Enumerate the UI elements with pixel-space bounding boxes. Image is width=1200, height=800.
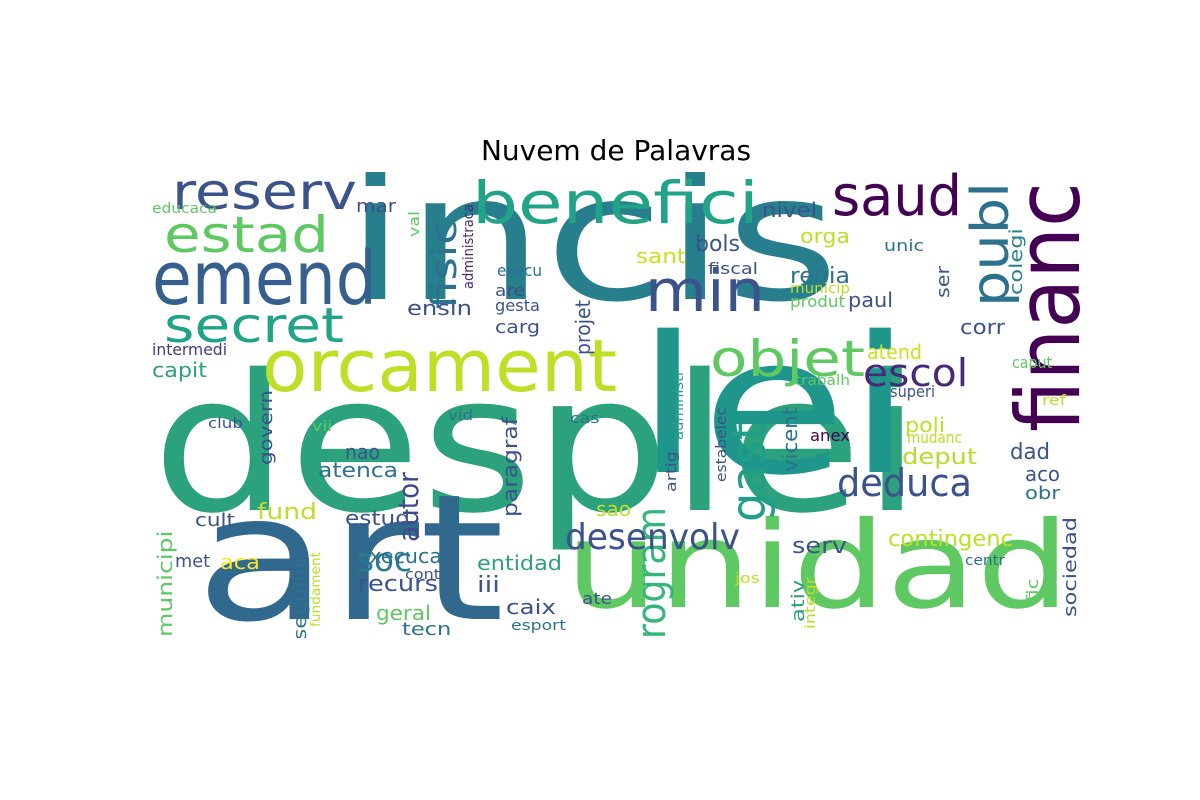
- word-recurs: recurs: [358, 572, 438, 597]
- word-estabelec: estabelec: [714, 407, 730, 482]
- word-saud: saud: [832, 172, 962, 229]
- word-club: club: [208, 416, 243, 432]
- word-desplei: desplei: [152, 334, 922, 555]
- word-colegi: colegi: [1006, 228, 1027, 295]
- word-caix: caix: [506, 595, 557, 619]
- word-deput: deput: [902, 445, 977, 470]
- word-obr: obr: [1025, 483, 1061, 504]
- word-ref: ref: [1042, 393, 1066, 409]
- word-carg: carg: [495, 317, 540, 338]
- word-regia: regia: [790, 264, 850, 289]
- word-sant: sant: [636, 244, 686, 268]
- word-capit: capit: [152, 358, 207, 382]
- word-municip: municip: [790, 281, 850, 297]
- word-execuca: execuca: [357, 544, 442, 568]
- word-administraca: administraca: [461, 204, 477, 289]
- word-dad: dad: [1010, 440, 1051, 465]
- word-fic: fic: [1023, 578, 1042, 602]
- chart-title: Nuvem de Palavras: [480, 134, 752, 167]
- word-mar: mar: [356, 196, 396, 217]
- word-administr: administr: [671, 369, 687, 440]
- word-ate: ate: [582, 589, 612, 608]
- word-desenvolv: desenvolv: [565, 517, 740, 558]
- word-ensin: ensin: [407, 296, 473, 320]
- word-atend: atend: [867, 340, 923, 364]
- word-lei: lei: [635, 296, 914, 517]
- word-bols: bols: [695, 232, 740, 257]
- word-benefici: benefici: [472, 172, 759, 237]
- word-vii: vii: [312, 419, 333, 435]
- word-paul: paul: [848, 288, 894, 312]
- word-art: art: [195, 458, 505, 638]
- word-trabalh: trabalh: [795, 373, 851, 389]
- word-deduca: deduca: [837, 461, 972, 505]
- word-produt: produt: [790, 292, 846, 311]
- word-orga: orga: [800, 224, 851, 248]
- word-centr: centr: [965, 553, 1006, 569]
- word-are: are: [495, 281, 525, 300]
- word-municipi: municipi: [153, 530, 177, 637]
- word-cult: cult: [195, 510, 236, 531]
- word-projet: projet: [571, 300, 595, 355]
- word-aco: aco: [1025, 462, 1061, 486]
- word-intermedi: intermedi: [152, 340, 228, 359]
- word-fund: fund: [257, 500, 317, 525]
- word-corr: corr: [960, 315, 1005, 339]
- word-estad: estad: [164, 206, 330, 264]
- word-gast: gast: [721, 422, 777, 522]
- word-sao: sao: [596, 497, 631, 521]
- word-estud: estud: [345, 506, 410, 530]
- word-superi: superi: [890, 382, 935, 401]
- word-artig: artig: [664, 451, 680, 492]
- word-objet: objet: [710, 330, 865, 388]
- word-sociedad: sociedad: [1060, 517, 1081, 617]
- word-govern: govern: [256, 389, 277, 465]
- word-integr: integr: [803, 577, 819, 629]
- word-execu: execu: [497, 261, 543, 280]
- word-educaca: educaca: [152, 201, 218, 217]
- word-fiscal: fiscal: [708, 259, 759, 278]
- word-nivel: nivel: [762, 198, 817, 222]
- word-entidad: entidad: [477, 551, 563, 575]
- word-escol: escol: [863, 351, 969, 395]
- word-secret: secret: [164, 298, 344, 354]
- word-seguint: seguint: [290, 560, 311, 638]
- word-met: met: [175, 551, 210, 572]
- word-iii: iii: [477, 573, 500, 598]
- word-jos: jos: [735, 571, 760, 587]
- word-unidad: unidad: [565, 497, 1071, 636]
- word-gesta: gesta: [495, 296, 540, 315]
- word-vid: vid: [448, 408, 474, 424]
- word-aca: aca: [220, 550, 260, 574]
- word-esport: esport: [511, 618, 567, 634]
- word-serv: serv: [792, 534, 848, 559]
- word-fundament: fundament: [309, 552, 324, 627]
- word-poli: poli: [905, 413, 946, 437]
- word-ser: ser: [933, 265, 954, 298]
- word-cloud: desplei incis lei art unidad orcament emend ben…: [150, 172, 1082, 638]
- word-emend: emend: [152, 236, 377, 322]
- word-orcament: orcament: [262, 324, 618, 408]
- word-val: val: [407, 211, 423, 237]
- word-tecn: tecn: [402, 619, 452, 639]
- word-mudanc: mudanc: [907, 428, 962, 447]
- word-incis: incis: [345, 172, 840, 341]
- word-soc: soc: [357, 541, 412, 579]
- word-atenca: atenca: [318, 458, 399, 482]
- word-min: min: [645, 257, 765, 325]
- word-anex: anex: [810, 426, 850, 445]
- word-contingenc: contingenc: [888, 527, 1014, 552]
- word-caput: caput: [1012, 353, 1053, 372]
- word-cont: cont: [405, 567, 441, 583]
- word-nao: nao: [345, 440, 381, 464]
- word-vicent: vicent: [778, 406, 802, 472]
- word-paragraf: paragraf: [498, 417, 522, 517]
- word-geral: geral: [376, 601, 431, 625]
- word-unic: unic: [884, 236, 925, 255]
- word-reserv: reserv: [172, 172, 358, 221]
- word-cas: cas: [570, 411, 600, 427]
